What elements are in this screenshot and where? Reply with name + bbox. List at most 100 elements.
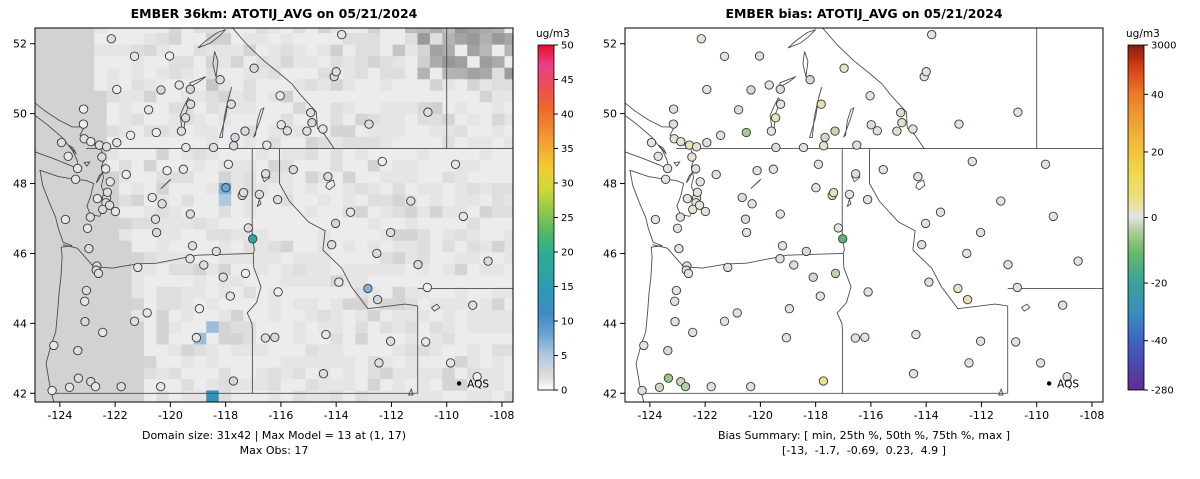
- lake-outline: [769, 97, 782, 129]
- station-marker: [764, 80, 774, 90]
- station-marker: [185, 99, 196, 109]
- x-axis-tick-label: -124: [47, 409, 72, 422]
- station-marker: [740, 214, 751, 224]
- station-marker: [1040, 159, 1051, 169]
- model-raster-grid: [94, 28, 513, 402]
- station-marker: [668, 104, 679, 114]
- station-marker: [732, 308, 742, 318]
- station-marker: [650, 214, 661, 225]
- lake-outline: [842, 107, 855, 139]
- lake-outline: [197, 29, 226, 49]
- station-marker: [60, 214, 71, 225]
- station-marker: [839, 63, 849, 73]
- x-axis-tick-label: -116: [858, 409, 883, 422]
- station-marker: [833, 223, 843, 233]
- station-marker: [221, 183, 231, 193]
- station-marker: [801, 246, 811, 257]
- station-marker: [472, 372, 482, 382]
- lake-outline: [252, 107, 265, 139]
- station-marker: [228, 376, 239, 386]
- station-marker: [421, 337, 431, 347]
- station-marker: [194, 304, 205, 314]
- x-axis-tick-label: -112: [379, 409, 404, 422]
- station-marker: [737, 192, 747, 203]
- model-panel: AQS -124 -122 -120 -118 -116 -114 -112 -110 -108 4…: [13, 6, 574, 457]
- station-marker: [1073, 256, 1083, 266]
- bias-map-outlines: [625, 28, 1103, 402]
- station-marker: [272, 194, 283, 205]
- model-axes: -124 -122 -120 -118 -116 -114 -112 -110 -108 42 44…: [13, 38, 514, 422]
- station-marker: [1012, 282, 1022, 293]
- station-marker: [844, 189, 855, 200]
- colorbar-tick-label: 20: [561, 248, 574, 259]
- station-marker: [719, 51, 730, 61]
- station-marker: [318, 369, 329, 379]
- bias-aqs-legend: AQS: [1046, 378, 1079, 390]
- station-marker: [306, 107, 316, 118]
- station-marker: [385, 336, 396, 346]
- station-marker: [423, 107, 433, 117]
- colorbar-tick-label: 3000: [1151, 41, 1176, 52]
- model-caption-domain: Domain size: 31x42 | Max Model = 13 at (…: [141, 429, 406, 442]
- station-marker: [178, 164, 189, 174]
- station-marker: [56, 137, 67, 148]
- station-marker: [860, 332, 870, 342]
- station-marker: [687, 152, 697, 162]
- station-marker: [90, 381, 101, 392]
- station-marker: [852, 140, 862, 150]
- lake-outline: [1020, 303, 1031, 312]
- station-marker: [752, 165, 762, 176]
- bias-caption-summary: Bias Summary: [ min, 25th %, 50th %, 75t…: [717, 429, 1011, 442]
- station-marker: [85, 212, 95, 222]
- model-raster-highlight-cell: [206, 390, 219, 402]
- station-marker: [151, 127, 161, 138]
- station-marker: [125, 130, 136, 140]
- station-marker: [1011, 337, 1021, 347]
- station-marker: [249, 63, 259, 73]
- station-marker: [702, 137, 712, 148]
- station-marker: [98, 204, 108, 215]
- station-marker: [80, 316, 90, 327]
- station-marker: [830, 268, 841, 279]
- station-marker: [47, 385, 57, 396]
- station-marker: [345, 207, 356, 217]
- station-marker: [674, 243, 684, 254]
- station-marker: [775, 254, 785, 264]
- station-marker: [754, 51, 765, 61]
- station-marker: [838, 234, 848, 244]
- station-marker: [105, 177, 115, 187]
- station-marker: [223, 159, 234, 169]
- colorbar-tick-label: 20: [1151, 147, 1164, 158]
- bias-panel: AQS -124 -122 -120 -118 -116 -114 -112 -110 -108 4…: [600, 0, 1200, 479]
- station-marker: [927, 29, 937, 40]
- aqs-legend-label: AQS: [467, 378, 489, 390]
- station-marker: [323, 171, 333, 182]
- station-marker: [422, 282, 432, 293]
- station-marker: [696, 34, 706, 44]
- x-axis-tick-label: -122: [103, 409, 128, 422]
- lake-outline: [407, 387, 414, 396]
- station-marker: [662, 163, 673, 174]
- station-marker: [975, 336, 986, 346]
- station-marker: [962, 248, 972, 259]
- y-axis-tick-label: 44: [13, 317, 27, 330]
- station-marker: [372, 294, 383, 305]
- station-marker: [715, 130, 726, 140]
- station-marker: [746, 381, 756, 392]
- station-marker: [185, 84, 195, 94]
- model-aqs-legend: AQS: [456, 378, 489, 390]
- station-marker: [337, 29, 347, 40]
- station-marker: [747, 199, 757, 209]
- station-marker: [1013, 107, 1023, 117]
- station-marker: [240, 126, 250, 136]
- bias-plot-box: [624, 27, 1104, 403]
- station-marker: [911, 329, 921, 340]
- station-marker: [770, 113, 781, 123]
- lake-outline: [256, 197, 262, 208]
- station-marker: [820, 132, 830, 143]
- station-marker: [363, 283, 373, 294]
- station-marker: [646, 137, 657, 148]
- lake-outline: [325, 179, 336, 191]
- station-marker: [1058, 300, 1068, 310]
- model-map-outlines: [35, 28, 513, 402]
